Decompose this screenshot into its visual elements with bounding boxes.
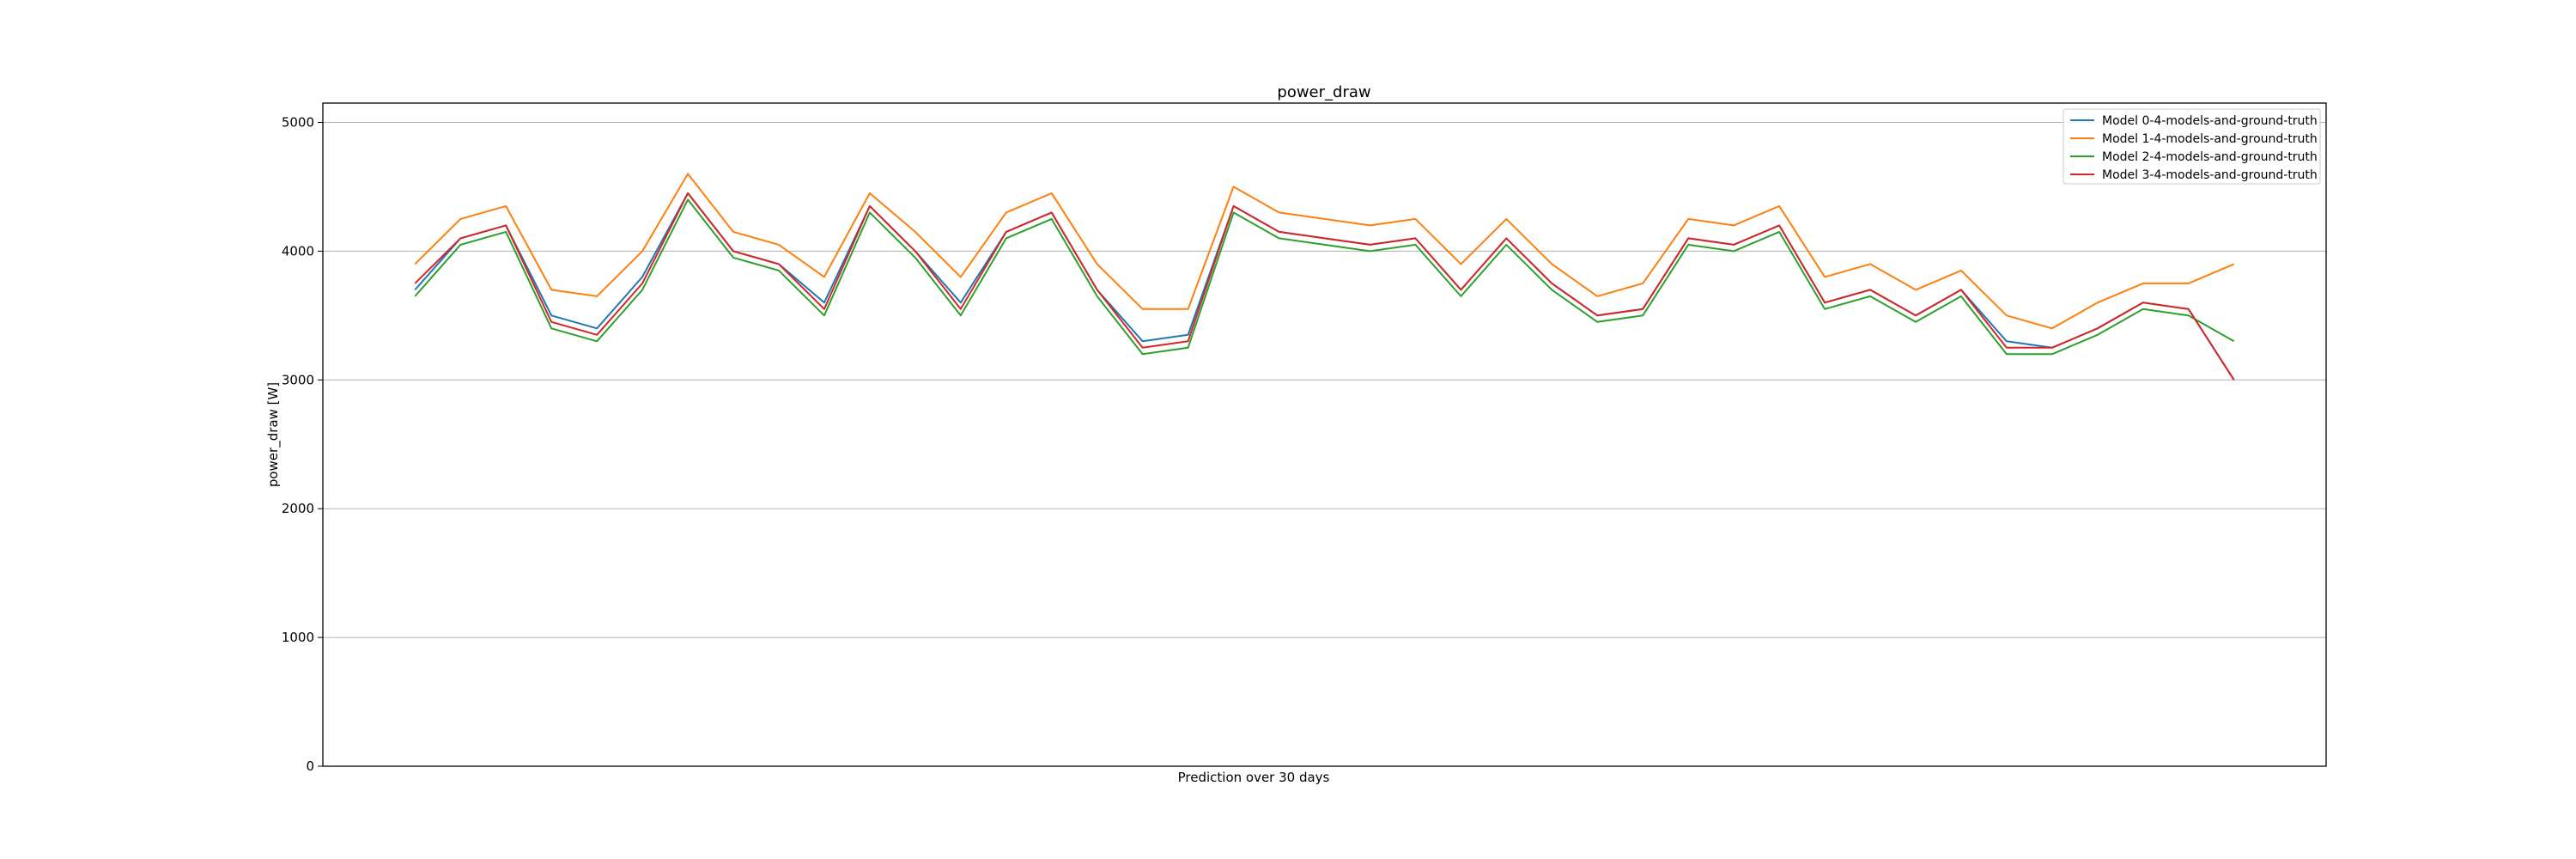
legend: Model 0-4-models-and-ground-truth Model 1… (2063, 108, 2321, 185)
y-axis-label: power_draw [W] (265, 382, 282, 487)
legend-entry-model-3: Model 3-4-models-and-ground-truth (2102, 168, 2318, 182)
y-tick-label: 5000 (282, 114, 314, 130)
plot-frame (322, 102, 2327, 767)
legend-entry-model-2: Model 2-4-models-and-ground-truth (2102, 150, 2318, 164)
y-tick-label: 2000 (282, 501, 314, 516)
legend-entry-model-1: Model 1-4-models-and-ground-truth (2102, 132, 2318, 146)
y-axis-ticks: 0 1000 2000 3000 4000 5000 (282, 114, 323, 774)
legend-box (2063, 108, 2321, 185)
series-line-model-1 (414, 173, 2235, 330)
x-axis-label: Prediction over 30 days (1178, 770, 1330, 785)
y-tick-label: 1000 (282, 630, 314, 645)
series-line-model-0 (414, 192, 2235, 381)
series-line-model-3 (414, 192, 2235, 381)
y-tick-label: 3000 (282, 372, 314, 387)
series-lines (414, 173, 2235, 381)
chart-title: power_draw (1277, 83, 1370, 101)
series-line-model-2 (414, 198, 2235, 356)
y-tick-label: 0 (306, 758, 314, 774)
y-tick-label: 4000 (282, 243, 314, 259)
legend-entry-model-0: Model 0-4-models-and-ground-truth (2102, 114, 2318, 128)
